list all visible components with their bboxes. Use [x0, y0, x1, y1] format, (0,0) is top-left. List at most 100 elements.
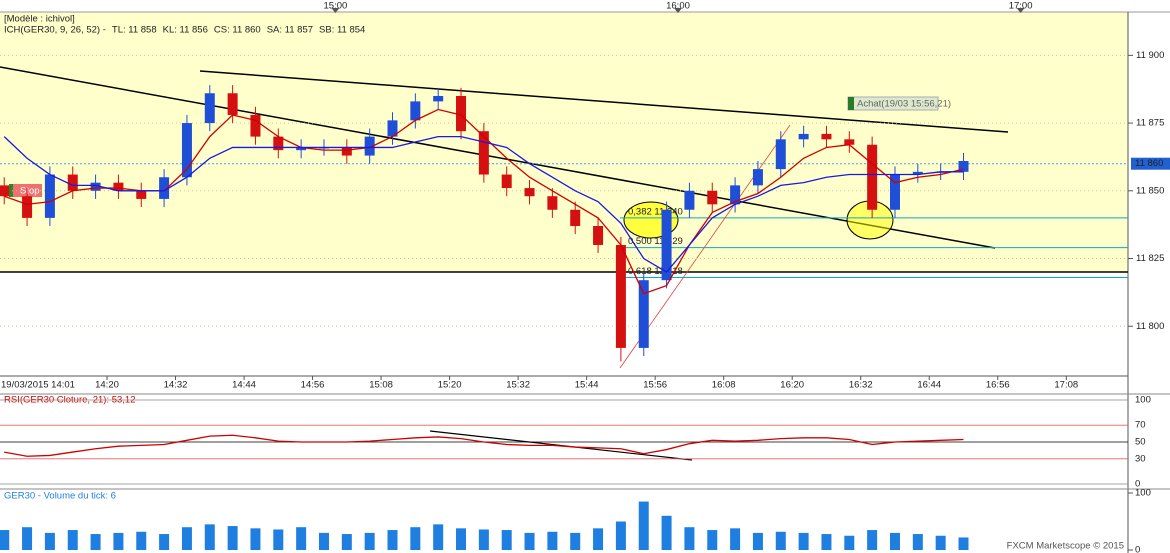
x-tick-label: 15:56 — [643, 380, 667, 391]
volume-bar — [798, 532, 809, 550]
time-marker — [331, 8, 340, 13]
candle-body — [638, 280, 649, 348]
top-time-label: 16:00 — [666, 1, 690, 12]
price-marker-label: 11 860 — [1135, 158, 1163, 169]
y-tick-label: 70 — [1135, 420, 1146, 431]
buy-label: Achat(19/03 15:56,21) — [857, 99, 951, 110]
volume-bar — [273, 529, 284, 550]
x-tick-label: 15:08 — [369, 380, 393, 391]
candle-body — [775, 139, 786, 170]
candle-body — [844, 139, 855, 145]
x-tick-label: 16:20 — [780, 380, 804, 391]
candle-body — [204, 93, 215, 124]
candle-body — [410, 101, 421, 121]
fib-label: 0,618 11 818 — [628, 266, 683, 277]
volume-bar — [524, 532, 535, 550]
x-tick-label: 15:32 — [506, 380, 530, 391]
candle-body — [44, 174, 55, 218]
y-tick-label: 11 800 — [1136, 321, 1164, 332]
volume-bar — [912, 534, 923, 550]
candle-body — [707, 190, 718, 205]
volume-bar — [0, 530, 10, 550]
y-tick-label: 100 — [1135, 488, 1151, 499]
candle-body — [570, 209, 581, 227]
footer: FXCM Marketscope © 2015 — [1007, 541, 1124, 552]
x-tick-label: 15:44 — [575, 380, 599, 391]
stop-marker — [9, 184, 13, 197]
candle-body — [90, 182, 101, 191]
candle-body — [456, 95, 467, 132]
fib-label: 0,382 11 840 — [628, 206, 683, 217]
candle-body — [684, 190, 695, 210]
x-tick-label: 17:08 — [1054, 380, 1078, 391]
volume-bar — [67, 530, 78, 550]
legend-entry: SB: 11 854 — [319, 25, 365, 36]
candle-body — [387, 120, 398, 137]
volume-bar — [889, 532, 900, 550]
candle-body — [889, 174, 900, 210]
volume-bar — [433, 524, 444, 550]
volume-bar — [478, 529, 489, 550]
x-tick-label: 16:32 — [849, 380, 873, 391]
candle-body — [181, 123, 192, 178]
volume-bar — [661, 515, 672, 550]
volume-bar — [227, 526, 238, 550]
legend-entry: KL: 11 856 — [163, 25, 208, 36]
volume-bar — [44, 532, 55, 550]
price-marker — [1131, 157, 1170, 170]
y-tick-label: 11 875 — [1136, 118, 1164, 129]
volume-bar — [456, 528, 467, 550]
candle-body — [752, 169, 763, 186]
x-tick-label: 16:08 — [712, 380, 736, 391]
panel-title: [Modèle : ichivol] — [4, 14, 75, 25]
buy-marker — [848, 97, 854, 110]
x-tick-label: 14:56 — [301, 380, 325, 391]
candle-body — [730, 185, 741, 205]
volume-bar — [707, 530, 718, 550]
candle-body — [912, 171, 923, 175]
volume-bar — [593, 528, 604, 550]
legend-entry: SA: 11 857 — [267, 25, 313, 36]
y-tick-label: 0 — [1135, 545, 1140, 553]
trend-line — [199, 70, 1009, 133]
time-marker — [674, 8, 682, 13]
volume-bar — [684, 527, 695, 550]
volume-bar — [204, 524, 215, 550]
candle-body — [136, 190, 147, 199]
candle-body — [250, 114, 261, 137]
volume-bar — [844, 535, 855, 550]
highlight-zone — [0, 12, 1128, 272]
y-tick-label: 11 825 — [1136, 253, 1164, 264]
candle-body — [341, 147, 352, 156]
volume-bar — [821, 534, 832, 550]
candle-body — [67, 174, 78, 191]
indicator-line — [3, 135, 964, 273]
volume-bar — [296, 527, 307, 550]
volume-bar — [958, 537, 969, 550]
volume-bar — [547, 531, 558, 550]
y-tick-label: 11 900 — [1136, 50, 1164, 61]
volume-bar — [570, 532, 581, 550]
volume-bar — [22, 527, 33, 550]
volume-bar — [318, 532, 329, 550]
y-tick-label: 11 850 — [1136, 185, 1164, 196]
volume-bar — [364, 532, 375, 550]
volume-bar — [935, 535, 946, 550]
candle-body — [364, 136, 375, 156]
x-tick-label: 16:44 — [917, 380, 941, 391]
volume-bar — [638, 501, 649, 550]
candle-body — [113, 182, 124, 191]
top-time-label: 17:00 — [1009, 1, 1033, 12]
volume-bar — [730, 528, 741, 550]
x-tick-label: 15:20 — [438, 380, 462, 391]
volume-bar — [387, 530, 398, 550]
volume-title: GER30 - Volume du tick: 6 — [4, 491, 116, 502]
candle-body — [0, 185, 10, 197]
volume-bar — [775, 531, 786, 550]
stop-label: Stop — [20, 186, 40, 197]
candle-body — [593, 226, 604, 245]
y-tick-label: 0 — [1135, 479, 1140, 490]
candle-body — [867, 144, 878, 210]
y-tick-label: 30 — [1135, 453, 1146, 464]
